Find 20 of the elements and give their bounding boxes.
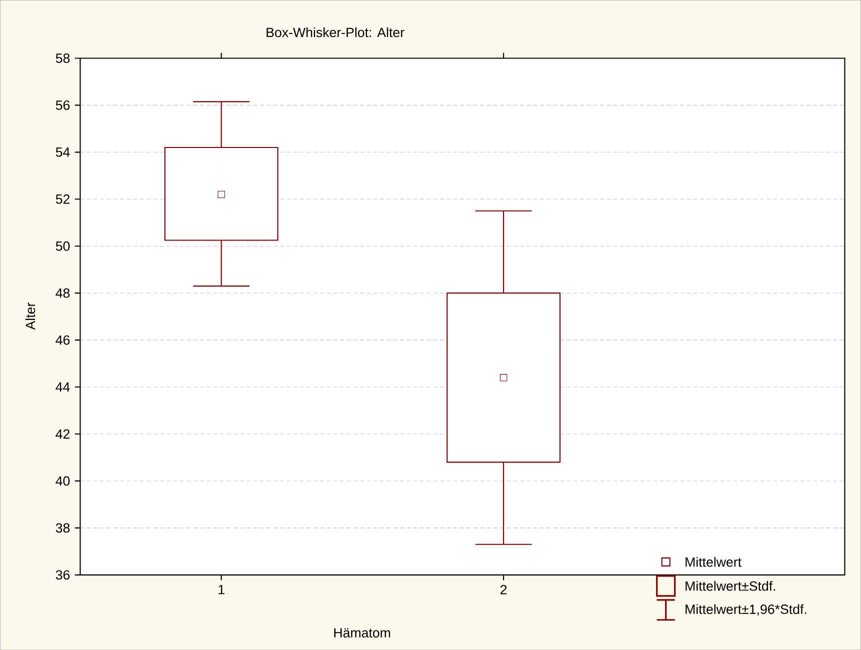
x-tick-label: 1 [218,584,224,594]
y-tick-label: 44 [56,382,70,392]
chart-title: Box-Whisker-Plot: Alter [266,27,404,38]
y-tick-label: 58 [56,53,70,63]
y-tick-label: 50 [56,241,70,251]
y-tick-label: 42 [56,429,70,439]
x-axis-title: Hämatom [334,628,390,638]
x-tick-label: 2 [500,584,507,594]
y-tick-label: 40 [56,476,70,486]
y-tick-label: 46 [56,335,70,345]
y-tick-label: 38 [56,523,70,533]
text: Mittelwert±1,96*Stdf. [686,604,806,616]
y-tick-label: 52 [56,194,70,204]
y-axis-title: Alter [25,302,36,330]
y-tick-label: 48 [56,288,70,298]
text: Mittelwert±Stdf. [686,580,776,591]
y-tick-label: 54 [56,147,70,157]
y-tick-label: 56 [56,100,70,110]
y-tick-label: 36 [56,570,70,580]
annotation: Mittelwert [686,556,742,567]
